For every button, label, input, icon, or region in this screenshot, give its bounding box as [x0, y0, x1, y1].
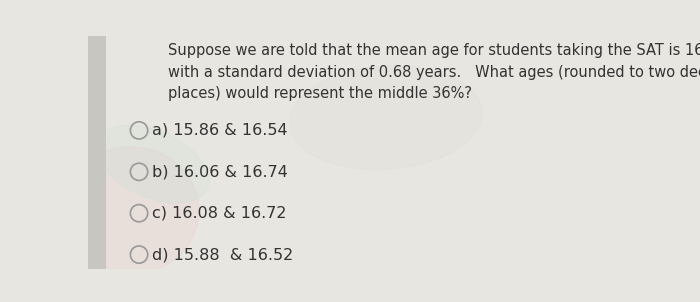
Text: c) 16.08 & 16.72: c) 16.08 & 16.72 [151, 206, 286, 221]
Ellipse shape [97, 125, 209, 203]
Ellipse shape [290, 66, 482, 170]
Ellipse shape [63, 147, 199, 275]
Text: a) 15.86 & 16.54: a) 15.86 & 16.54 [151, 123, 287, 138]
Text: d) 15.88  & 16.52: d) 15.88 & 16.52 [151, 247, 293, 262]
Text: Suppose we are told that the mean age for students taking the SAT is 16.4 years
: Suppose we are told that the mean age fo… [168, 43, 700, 101]
FancyBboxPatch shape [88, 36, 106, 269]
Text: b) 16.06 & 16.74: b) 16.06 & 16.74 [151, 164, 288, 179]
